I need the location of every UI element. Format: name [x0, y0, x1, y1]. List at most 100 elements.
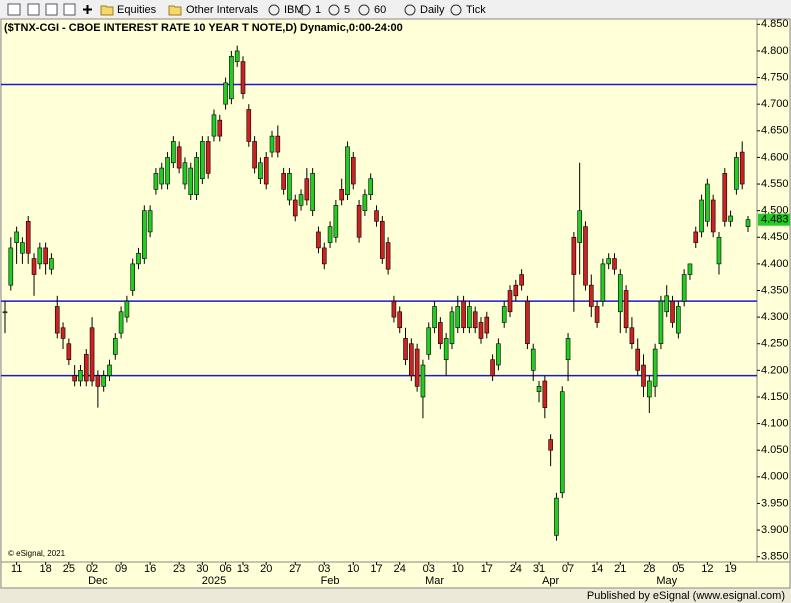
x-tick-label: 14: [591, 563, 603, 575]
x-tick-label: 03: [423, 563, 435, 575]
candle-body: [577, 210, 582, 243]
candle-body: [269, 135, 275, 153]
candle-body: [705, 183, 710, 222]
x-tick-label: 16: [144, 563, 156, 575]
candle-body: [443, 338, 449, 361]
chart-title: ($TNX-CGI - CBOE INTEREST RATE 10 YEAR T…: [4, 22, 403, 34]
candle-body: [153, 173, 159, 190]
candle-body: [147, 210, 153, 233]
toolbar-item[interactable]: IBM: [284, 4, 304, 16]
candle-body: [403, 338, 408, 361]
candle-body: [252, 141, 257, 169]
candle-body: [507, 290, 513, 313]
candle-body: [72, 375, 77, 382]
candle-body: [594, 306, 600, 323]
y-axis-area: [756, 18, 791, 563]
toolbar-item[interactable]: Equities: [117, 4, 157, 16]
candle-body: [612, 258, 617, 270]
x-tick-label: 10: [347, 563, 359, 575]
candle-body: [606, 258, 611, 265]
candle-body: [722, 173, 728, 222]
x-month-label: Mar: [425, 575, 444, 587]
x-tick-label: 19: [724, 563, 736, 575]
candle-body: [496, 343, 501, 366]
candle-body: [368, 178, 373, 195]
toolbar-item[interactable]: 60: [374, 4, 386, 16]
candle-body: [263, 157, 269, 185]
toolbar: [0, 0, 791, 19]
candle-body: [600, 263, 606, 302]
candle-body: [223, 82, 228, 105]
x-tick-label: 06: [219, 563, 231, 575]
y-tick-label: 4.350: [761, 284, 789, 296]
candle-body: [159, 167, 165, 185]
y-tick-label: 4.450: [761, 231, 789, 243]
candle-body: [385, 242, 391, 270]
x-tick-label: 10: [452, 563, 464, 575]
candle-body: [426, 327, 432, 355]
candle-body: [455, 306, 461, 329]
candle-body: [327, 226, 333, 243]
y-tick-label: 4.000: [761, 471, 789, 483]
x-tick-label: 17: [481, 563, 493, 575]
candle-body: [397, 311, 403, 329]
candle-body: [20, 242, 25, 254]
candle-body: [83, 354, 89, 382]
candle-body: [246, 109, 252, 142]
x-tick-label: 11: [11, 563, 22, 575]
candle-body: [658, 300, 664, 345]
x-tick-label: 07: [562, 563, 574, 575]
last-price-box: [758, 213, 790, 226]
y-tick-label: 4.400: [761, 258, 789, 270]
candle-body: [536, 386, 542, 392]
candle-body: [693, 231, 699, 243]
x-tick-label: 12: [701, 563, 713, 575]
toolbar-item[interactable]: 1: [315, 4, 321, 16]
candle-body: [565, 338, 571, 361]
candle-body: [321, 247, 327, 265]
candle-body: [519, 274, 524, 286]
last-price-label: 4.483: [761, 214, 789, 226]
y-tick-label: 4.150: [761, 391, 789, 403]
y-tick-label: 4.650: [761, 125, 789, 137]
candle-body: [95, 375, 101, 387]
y-tick-label: 4.200: [761, 364, 789, 376]
x-tick-label: 24: [394, 563, 406, 575]
x-tick-label: 18: [40, 563, 52, 575]
candle-body: [205, 141, 211, 174]
x-month-label: Dec: [88, 575, 108, 587]
x-month-label: May: [656, 575, 677, 587]
candle-body: [467, 306, 472, 329]
toolbar-item[interactable]: Tick: [466, 4, 486, 16]
toolbar-item[interactable]: Other Intervals: [186, 4, 259, 16]
candle-body: [107, 364, 112, 376]
candle-body: [310, 173, 315, 211]
candle-body: [124, 300, 130, 318]
x-tick-label: 24: [510, 563, 522, 575]
candle-body: [136, 252, 141, 265]
candle-body: [525, 300, 530, 345]
toolbar-item[interactable]: 5: [344, 4, 350, 16]
candle-body: [142, 210, 147, 259]
candle-body: [687, 263, 693, 275]
candle-body: [60, 327, 66, 339]
candle-body: [681, 274, 687, 302]
candle-body: [240, 61, 246, 94]
candle-body: [211, 114, 217, 137]
candle-body: [478, 322, 484, 339]
candle-body: [89, 327, 95, 382]
candle-body: [409, 343, 414, 376]
x-tick-label: 20: [260, 563, 272, 575]
copyright: © eSignal, 2021: [8, 549, 66, 558]
candle-body: [710, 199, 716, 233]
x-tick-label: 31: [533, 563, 545, 575]
x-tick-label: 25: [63, 563, 75, 575]
x-axis-area: [0, 561, 791, 589]
candle-body: [54, 306, 60, 334]
x-tick-label: 27: [289, 563, 301, 575]
candle-body: [484, 316, 490, 334]
candle-body: [374, 210, 379, 222]
candle-body: [275, 135, 281, 153]
y-tick-label: 3.950: [761, 497, 789, 509]
toolbar-item[interactable]: Daily: [420, 4, 445, 16]
